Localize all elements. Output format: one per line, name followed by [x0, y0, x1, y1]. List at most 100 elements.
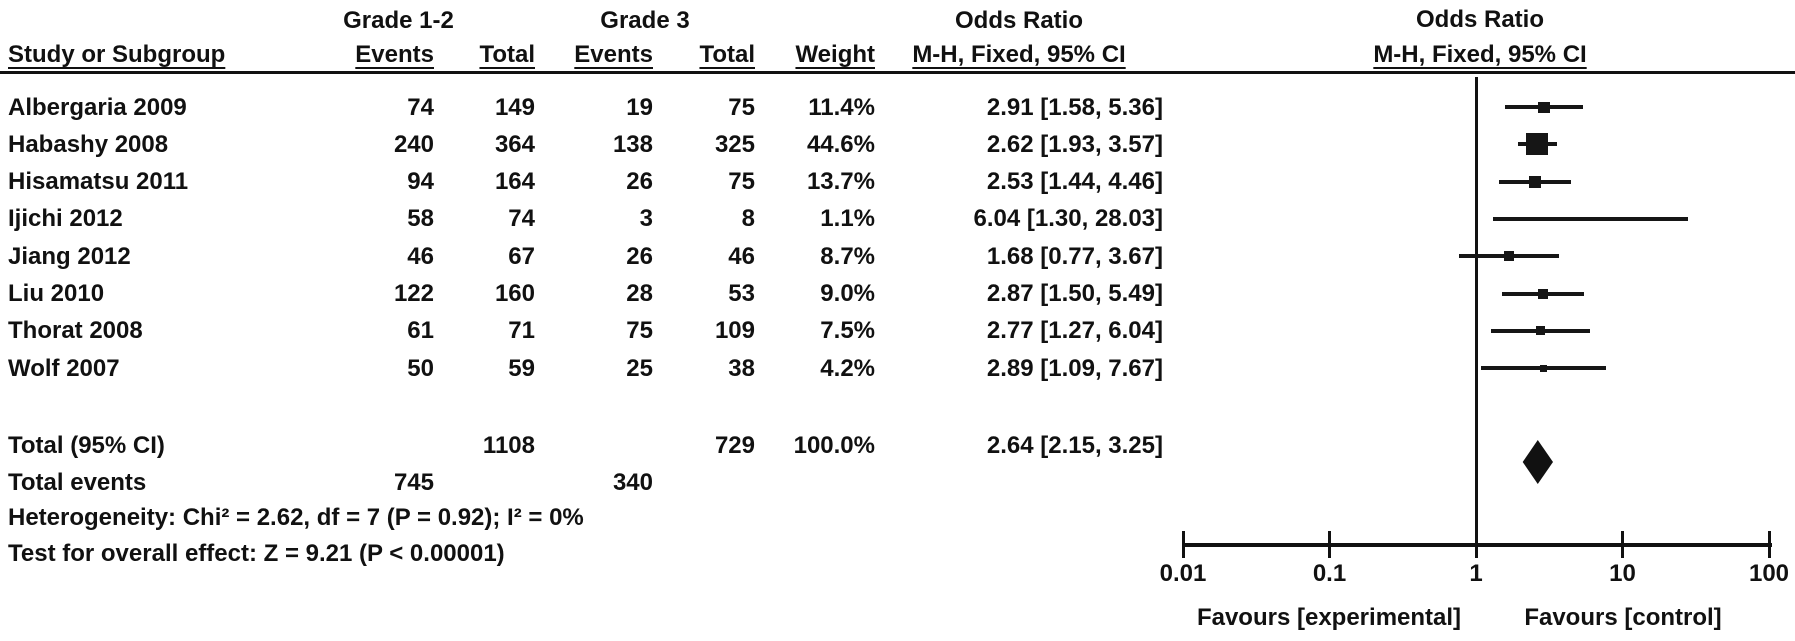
- study-row-total3: 53: [728, 280, 755, 307]
- column-header-total-grade12: Total: [479, 41, 535, 68]
- effect-square: [1540, 364, 1547, 372]
- favours-left-label: Favours [experimental]: [1196, 604, 1462, 631]
- study-row-weight: 1.1%: [820, 205, 875, 233]
- study-row-or_ci: 2.87 [1.50, 5.49]: [986, 280, 1163, 307]
- table-header-grid: Grade 1-2 Grade 3 Odds Ratio Study or Su…: [0, 0, 1163, 74]
- study-row-total3: 38: [728, 354, 755, 382]
- total-row-events1: [262, 427, 434, 464]
- total-row-or_ci: 2.64 [2.15, 3.25]: [986, 432, 1163, 459]
- axis-tick: [1328, 531, 1331, 558]
- study-row: Thorat 2008 61 71 75 109 7.5% 2.77 [1.27, 6.04…: [0, 312, 1163, 349]
- study-row-total1: 164: [494, 168, 535, 196]
- study-row-or_ci: 2.91 [1.58, 5.36]: [986, 93, 1163, 121]
- axis-tick: [1181, 531, 1185, 558]
- study-row-total1: 149: [494, 93, 535, 121]
- study-row-or_ci: 2.89 [1.09, 7.67]: [986, 354, 1163, 382]
- study-row-total3: 8: [741, 205, 755, 233]
- plot-title: Odds Ratio: [1415, 6, 1544, 33]
- study-row-name: Wolf 2007: [8, 354, 120, 382]
- study-row-events3: 25: [626, 354, 653, 382]
- forest-plot-area: 0.01 0.1 1 10 100 Favours [experimental] Fav…: [1160, 0, 1795, 641]
- study-row-total1: 364: [494, 130, 535, 158]
- study-row-name: Ijichi 2012: [8, 205, 123, 233]
- study-row-name: Jiang 2012: [8, 242, 131, 270]
- group-header-grade-1-2: Grade 1-2: [343, 7, 454, 34]
- study-row-total3: 109: [714, 317, 755, 345]
- study-row-total3: 75: [728, 93, 755, 121]
- axis-tick-label: 0.1: [1312, 560, 1347, 587]
- favours-right-label: Favours [control]: [1524, 604, 1722, 631]
- study-row-events1: 61: [407, 317, 434, 345]
- study-row-events1: 74: [407, 93, 434, 121]
- group-header-odds-ratio: Odds Ratio: [954, 7, 1083, 34]
- table-header: Grade 1-2 Grade 3 Odds Ratio Study or Su…: [0, 0, 1795, 74]
- study-row-or_ci: 6.04 [1.30, 28.03]: [973, 205, 1163, 233]
- total-row-total1: 1108: [482, 432, 535, 459]
- study-row: Jiang 2012 46 67 26 46 8.7% 1.68 [0.77, 3.67]: [0, 238, 1163, 275]
- total-events-row-events1: 745: [393, 469, 434, 496]
- study-row-total3: 46: [728, 242, 755, 270]
- study-row-weight: 8.7%: [820, 242, 875, 270]
- study-row-events3: 26: [626, 242, 653, 270]
- column-header-weight: Weight: [795, 41, 875, 68]
- column-header-events-grade3: Events: [574, 41, 653, 68]
- total-row-weight: 100.0%: [793, 432, 875, 459]
- study-row: Wolf 2007 50 59 25 38 4.2% 2.89 [1.09, 7.67]: [0, 350, 1163, 387]
- study-row-or_ci: 2.77 [1.27, 6.04]: [986, 317, 1163, 345]
- study-row-name: Thorat 2008: [8, 317, 143, 345]
- column-header-or-ci: M-H, Fixed, 95% CI: [912, 41, 1126, 68]
- effect-square: [1538, 101, 1550, 113]
- study-row-events1: 50: [407, 354, 434, 382]
- study-row-weight: 44.6%: [806, 130, 875, 158]
- study-row-weight: 4.2%: [820, 354, 875, 382]
- total-row-name: Total (95% CI): [8, 432, 165, 459]
- study-row-or_ci: 1.68 [0.77, 3.67]: [986, 242, 1163, 270]
- group-header-grade-3: Grade 3: [600, 7, 690, 34]
- total-row-total3: 729: [714, 432, 755, 459]
- study-row-total1: 71: [508, 317, 535, 345]
- study-row-total3: 325: [714, 130, 755, 158]
- study-row-events3: 3: [639, 205, 653, 233]
- total-row: Total (95% CI) 1108 729 100.0% 2.64 [2.15, 3…: [0, 427, 1163, 464]
- study-row-name: Liu 2010: [8, 280, 105, 307]
- total-events-row-total3: [653, 464, 755, 501]
- study-row: Liu 2010 122 160 28 53 9.0% 2.87 [1.50, 5.49]: [0, 275, 1163, 312]
- effect-square: [1588, 217, 1593, 222]
- total-events-row-events3: 340: [612, 469, 653, 496]
- study-row-events3: 19: [626, 93, 653, 121]
- study-row-total1: 74: [508, 205, 535, 233]
- study-row-total1: 160: [494, 280, 535, 307]
- effect-square: [1528, 175, 1542, 188]
- axis-tick-label: 100: [1748, 560, 1790, 587]
- study-row-events1: 122: [393, 280, 434, 307]
- study-row: Ijichi 2012 58 74 3 8 1.1% 6.04 [1.30, 28.03]: [0, 200, 1163, 237]
- column-header-study: Study or Subgroup: [8, 41, 226, 68]
- study-row-total1: 59: [508, 354, 535, 382]
- effect-square: [1504, 251, 1514, 262]
- axis-tick-label: 0.01: [1159, 560, 1207, 587]
- effect-square: [1536, 326, 1546, 336]
- total-events-row: Total events 745 340: [0, 464, 1163, 501]
- study-row-events1: 94: [407, 168, 434, 196]
- study-row-weight: 9.0%: [820, 280, 875, 307]
- study-row-events3: 26: [626, 168, 653, 196]
- study-row-events1: 58: [407, 205, 434, 233]
- plot-header: Odds Ratio M-H, Fixed, 95% CI: [1165, 0, 1795, 74]
- study-row-weight: 13.7%: [806, 168, 875, 196]
- plot-subtitle: M-H, Fixed, 95% CI: [1373, 41, 1587, 68]
- study-row-events3: 28: [626, 280, 653, 307]
- total-events-row-or_ci: [875, 464, 1163, 501]
- study-row-name: Habashy 2008: [8, 130, 169, 158]
- axis-tick: [1767, 531, 1771, 558]
- study-row-or_ci: 2.53 [1.44, 4.46]: [986, 168, 1163, 196]
- total-events-row-weight: [755, 464, 875, 501]
- axis-tick: [1621, 531, 1624, 558]
- study-row: Hisamatsu 2011 94 164 26 75 13.7% 2.53 [1.44, …: [0, 163, 1163, 200]
- study-row: Habashy 2008 240 364 138 325 44.6% 2.62 [1.93,…: [0, 126, 1163, 163]
- study-row-name: Albergaria 2009: [8, 93, 187, 121]
- effect-square: [1538, 288, 1549, 299]
- study-row: Albergaria 2009 74 149 19 75 11.4% 2.91 [1.58,…: [0, 89, 1163, 126]
- study-row-events3: 138: [612, 130, 653, 158]
- total-row-events3: [535, 427, 653, 464]
- column-header-events-grade12: Events: [355, 41, 434, 68]
